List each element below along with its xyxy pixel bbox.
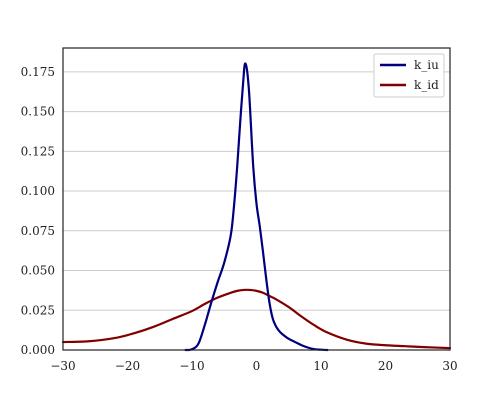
y-tick-label: 0.175 [21,65,55,79]
grid-lines [63,71,450,311]
series-lines [61,62,452,352]
plot-frame [62,47,451,351]
x-tick-label: 10 [313,359,328,373]
y-tick-label: 0.075 [21,224,55,238]
y-axis-ticks: 0.000 0.025 0.050 0.075 0.100 0.125 0.150 0.175 [21,65,55,357]
legend-label-k-id: k_id [414,78,439,92]
x-tick-label: −20 [115,359,140,373]
y-tick-label: 0.100 [21,184,55,198]
x-tick-label: −10 [179,359,204,373]
y-tick-label: 0.000 [21,343,55,357]
series-line-k-iu [184,62,329,352]
legend-label-k-iu: k_iu [414,58,439,72]
x-tick-label: 0 [253,359,261,373]
y-tick-label: 0.025 [21,303,55,317]
legend: k_iu k_id [373,53,445,98]
y-tick-label: 0.150 [21,105,55,119]
x-tick-label: 30 [442,359,457,373]
y-tick-label: 0.050 [21,264,55,278]
y-tick-label: 0.125 [21,144,55,158]
x-tick-label: −30 [50,359,75,373]
x-axis-ticks: −30 −20 −10 0 10 20 30 [50,359,457,373]
series-line-k-id [61,288,452,350]
x-tick-label: 20 [378,359,393,373]
